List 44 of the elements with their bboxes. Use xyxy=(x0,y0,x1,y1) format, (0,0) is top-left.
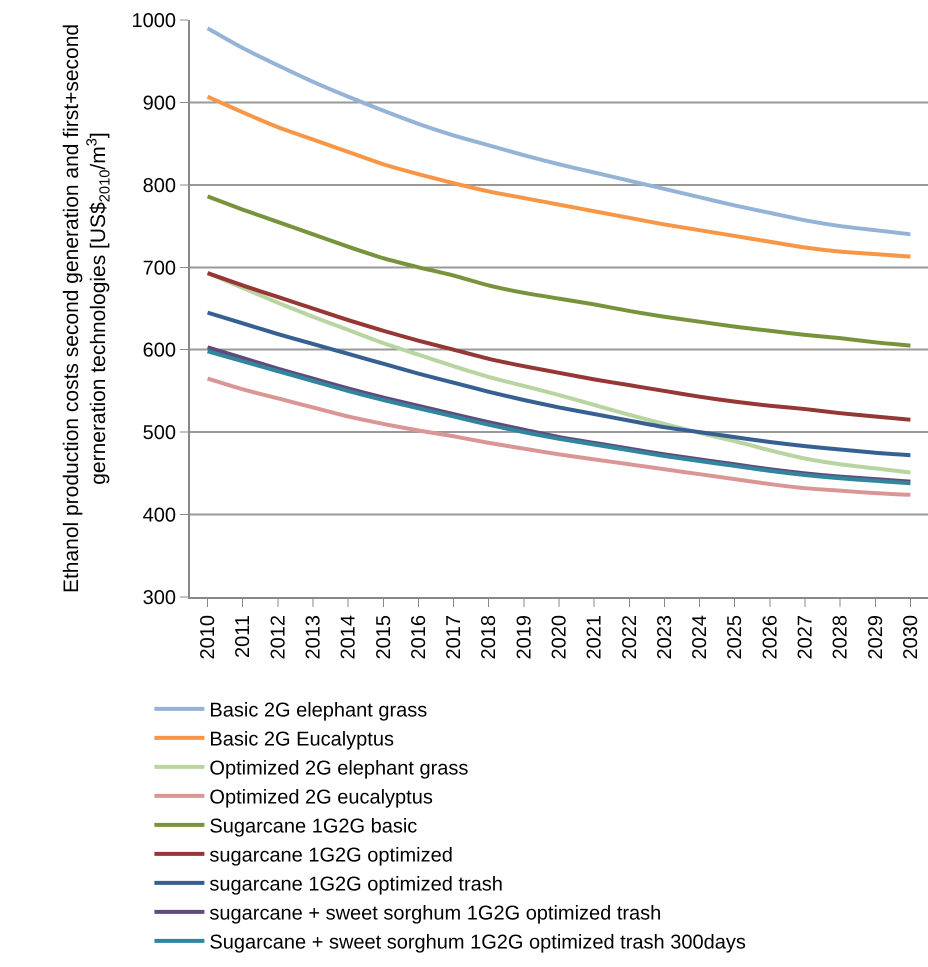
legend-label: sugarcane 1G2G optimized trash xyxy=(209,874,503,896)
legend-label: Optimized 2G eucalyptus xyxy=(209,786,433,809)
legend-label: Basic 2G elephant grass xyxy=(209,700,428,722)
x-tick-label: 2025 xyxy=(724,615,746,660)
x-tick-label: 2030 xyxy=(900,615,922,660)
x-tick-label: 2022 xyxy=(618,615,641,660)
legend-label: Sugarcane 1G2G basic xyxy=(209,816,418,838)
line-series xyxy=(206,26,912,236)
legend-label: Basic 2G Eucalyptus xyxy=(209,728,394,751)
legend-label: sugarcane + sweet sorghum 1G2G optimized trash xyxy=(209,902,662,925)
y-tick-label: 900 xyxy=(142,92,176,114)
y-tick-label: 700 xyxy=(142,257,176,280)
legend-label: Sugarcane + sweet sorghum 1G2G optimized trash 300days xyxy=(209,932,746,954)
x-tick-label: 2026 xyxy=(759,615,782,660)
y-tick-label: 300 xyxy=(142,587,176,609)
x-tick-label: 2021 xyxy=(584,615,606,660)
x-tick-label: 2012 xyxy=(267,615,290,660)
x-tick-label: 2016 xyxy=(408,615,430,660)
x-tick-label: 2028 xyxy=(830,615,852,660)
y-tick-label: 400 xyxy=(142,504,176,527)
x-tick-label: 2014 xyxy=(338,615,360,660)
legend-label: Optimized 2G elephant grass xyxy=(209,758,468,780)
x-tick-label: 2017 xyxy=(443,615,466,660)
x-tick-label: 2015 xyxy=(372,615,395,660)
line-series xyxy=(206,271,912,422)
y-tick-label: 800 xyxy=(142,174,176,197)
x-tick-label: 2024 xyxy=(689,615,712,660)
y-tick-label: 600 xyxy=(142,340,176,362)
y-tick-label: 1000 xyxy=(132,10,176,32)
x-tick-label: 2020 xyxy=(548,615,570,660)
x-tick-label: 2011 xyxy=(232,615,254,658)
x-tick-label: 2013 xyxy=(302,615,324,660)
line-series xyxy=(206,310,912,458)
y-tick-label: 500 xyxy=(142,422,176,444)
x-tick-label: 2010 xyxy=(197,615,220,660)
x-tick-label: 2027 xyxy=(794,615,816,660)
legend-label: sugarcane 1G2G optimized xyxy=(209,844,453,867)
line-series xyxy=(206,94,912,259)
x-tick-label: 2018 xyxy=(478,615,500,660)
x-tick-label: 2023 xyxy=(654,615,676,660)
line-series xyxy=(206,376,912,497)
line-series xyxy=(206,194,912,348)
x-tick-label: 2019 xyxy=(513,615,536,660)
x-tick-label: 2029 xyxy=(864,615,887,660)
